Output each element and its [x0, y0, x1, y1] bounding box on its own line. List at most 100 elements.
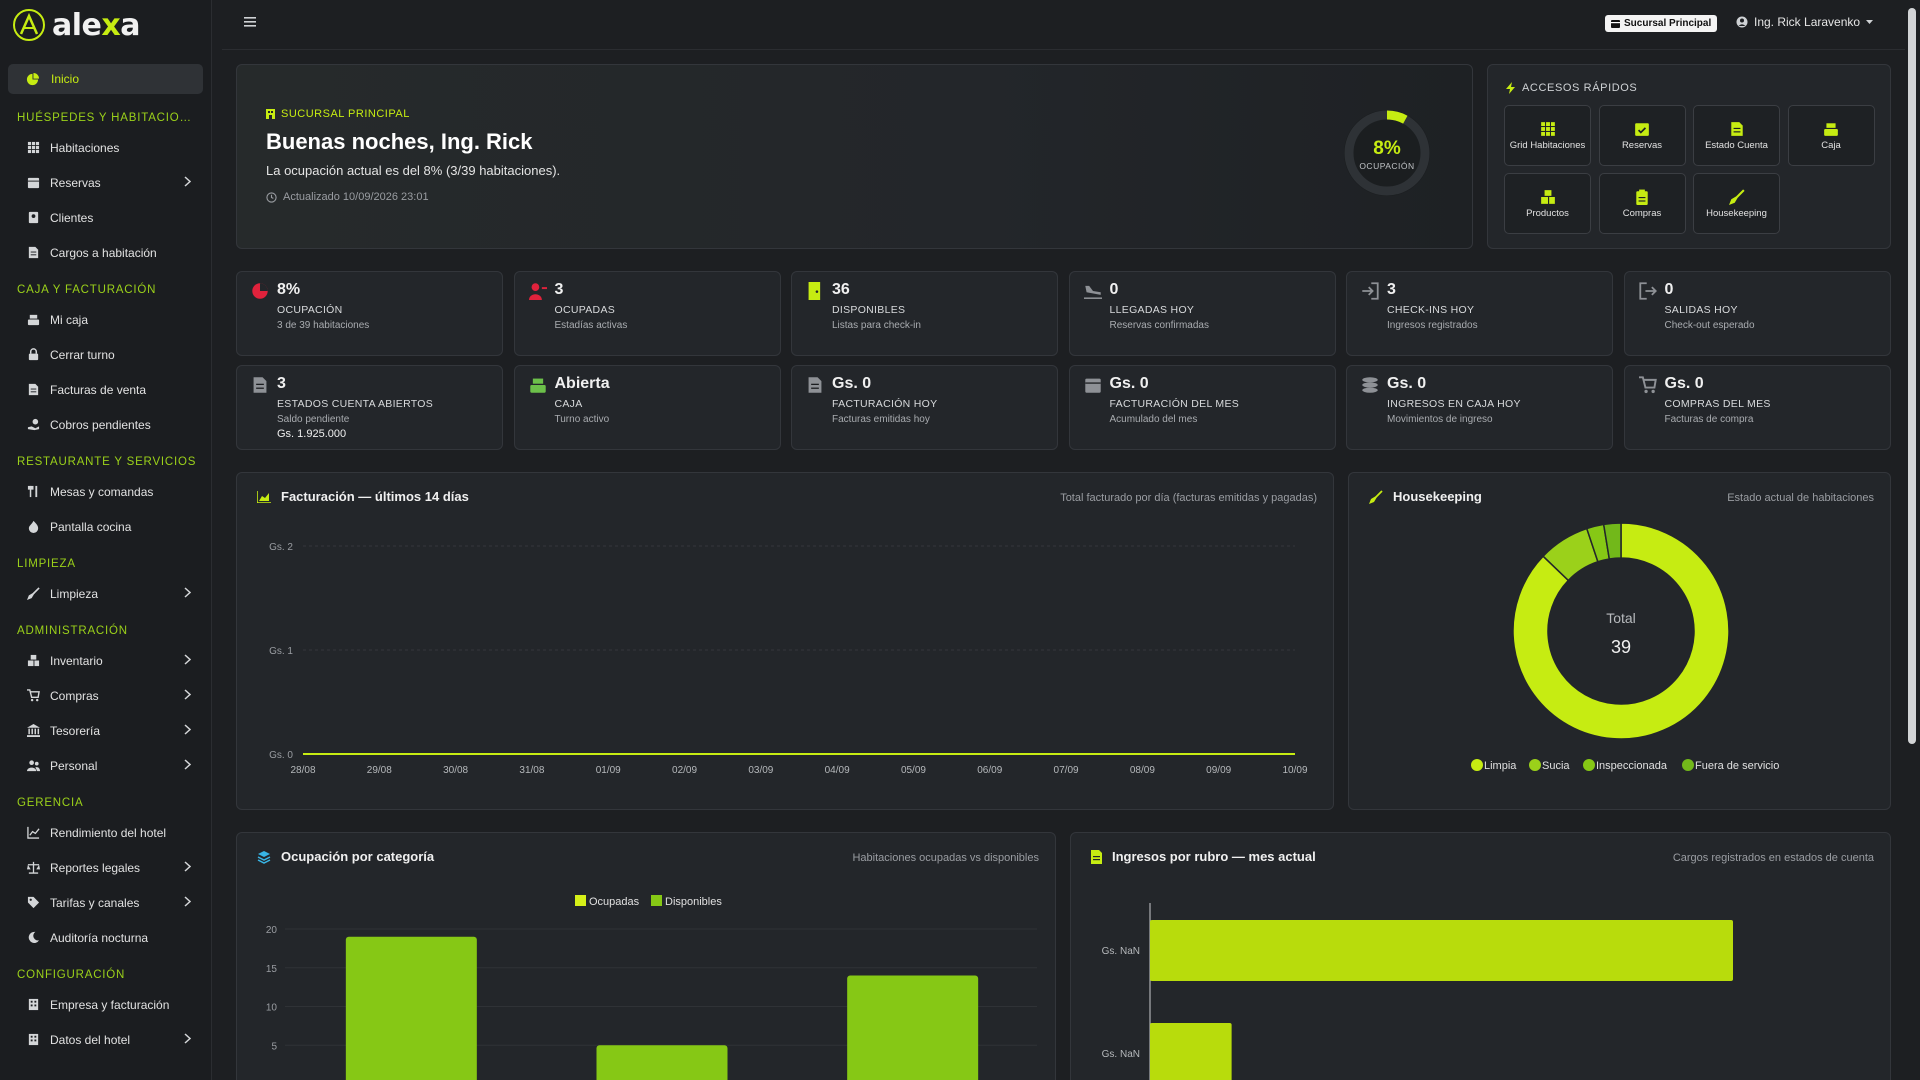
sidebar-item-tarifas-y-canales[interactable]: Tarifas y canales	[0, 885, 211, 920]
donut-slice-fuera-de-servicio[interactable]	[1602, 522, 1622, 560]
sidebar-nav: HUÉSPEDES Y HABITACIONES Habitaciones Rese…	[0, 98, 211, 1057]
sidebar-item-inicio[interactable]: Inicio	[8, 64, 203, 94]
invoice-icon	[806, 376, 826, 396]
file-invoice-icon	[1091, 849, 1102, 864]
plane-landing-icon	[1083, 282, 1104, 302]
occupancy-category-subtitle: Habitaciones ocupadas vs disponibles	[852, 852, 1039, 864]
stat-sub: Check-out esperado	[1664, 320, 1755, 331]
stat-sub: Acumulado del mes	[1109, 414, 1198, 425]
user-menu[interactable]: Ing. Rick Laravenko	[1736, 15, 1874, 29]
quick-grid-habitaciones-button[interactable]: Grid Habitaciones	[1504, 105, 1591, 166]
hero-branch: SUCURSAL PRINCIPAL	[266, 108, 410, 120]
page-scrollbar[interactable]	[1908, 8, 1916, 744]
sidebar-item-personal[interactable]: Personal	[0, 748, 211, 783]
sidebar-scrollbar[interactable]	[211, 52, 212, 1044]
sidebar-item-label: Rendimiento del hotel	[50, 825, 167, 840]
chevron-right-icon	[184, 587, 191, 598]
chevron-right-icon	[184, 1033, 191, 1044]
quick-estado-cuenta-button[interactable]: Estado Cuenta	[1693, 105, 1780, 166]
income-bar[interactable]	[1150, 1023, 1232, 1080]
legend-label[interactable]: Disponibles	[665, 896, 722, 908]
x-tick-label: 02/09	[672, 765, 697, 776]
sidebar-item-inventario[interactable]: Inventario	[0, 643, 211, 678]
legend-label: Sucia	[1542, 760, 1570, 772]
sidebar-section-header: GERENCIA	[17, 797, 84, 809]
sidebar-item-label: Mi caja	[50, 312, 89, 327]
cart-icon	[1638, 376, 1659, 396]
sidebar-item-limpieza[interactable]: Limpieza	[0, 576, 211, 611]
branch-selector[interactable]: Sucursal Principal	[1605, 15, 1718, 32]
housekeeping-title-text: Housekeeping	[1393, 489, 1482, 504]
sidebar-item-reportes-legales[interactable]: Reportes legales	[0, 850, 211, 885]
donut-slice-limpia[interactable]	[1512, 522, 1730, 740]
quick-caja-button[interactable]: Caja	[1787, 105, 1875, 166]
stat-value: 3	[1387, 281, 1396, 298]
hamburger-icon[interactable]	[244, 16, 258, 28]
stat-value: 0	[1664, 281, 1674, 298]
sidebar-item-clientes[interactable]: Clientes	[0, 200, 211, 235]
sidebar-item-compras[interactable]: Compras	[0, 678, 211, 713]
billing-chart-title-text: Facturación — últimos 14 días	[281, 489, 469, 504]
housekeeping-donut-chart: Total 39 Limpia Sucia Inspeccionada Fuera d…	[1471, 522, 1779, 772]
x-tick-label: 30/08	[443, 765, 468, 776]
quick-housekeeping-button[interactable]: Housekeeping	[1693, 173, 1780, 234]
sidebar-section-header: RESTAURANTE Y SERVICIOS	[17, 456, 197, 468]
register-icon	[26, 313, 40, 327]
stat-value: Abierta	[554, 375, 610, 392]
chevron-right-icon	[184, 176, 191, 187]
sidebar-item-mi-caja[interactable]: Mi caja	[0, 302, 211, 337]
quick-reservas-button[interactable]: Reservas	[1598, 105, 1686, 166]
sign-out-icon	[1638, 282, 1659, 302]
sidebar-item-auditoría-nocturna[interactable]: Auditoría nocturna	[0, 920, 211, 955]
bar-disponibles[interactable]	[345, 936, 477, 1080]
chevron-right-icon	[184, 654, 191, 665]
legend-label[interactable]: Ocupadas	[589, 896, 640, 908]
sidebar-item-habitaciones[interactable]: Habitaciones	[0, 130, 211, 165]
sidebar-item-cargos-a-habitación[interactable]: Cargos a habitación	[0, 235, 211, 270]
brand-logo[interactable]: alexa	[0, 0, 211, 50]
area-chart-icon	[257, 490, 271, 503]
bar-disponibles[interactable]	[596, 1045, 728, 1080]
quick-productos-button[interactable]: Productos	[1504, 173, 1591, 234]
x-tick-label: 10/09	[1282, 765, 1307, 776]
income-bar[interactable]	[1150, 920, 1733, 981]
bolt-icon	[1506, 82, 1515, 94]
stat-card-facturación-del-mes: Gs. 0 FACTURACIÓN DEL MES Acumulado del me…	[1068, 365, 1336, 450]
sidebar-item-label: Clientes	[50, 210, 94, 225]
sidebar-item-reservas[interactable]: Reservas	[0, 165, 211, 200]
stat-value: Gs. 0	[832, 375, 872, 392]
stat-key: CAJA	[554, 398, 583, 410]
sidebar-item-empresa-y-facturación[interactable]: Empresa y facturación	[0, 987, 211, 1022]
sidebar-section-header: CONFIGURACIÓN	[17, 969, 126, 981]
sidebar-item-label: Reservas	[50, 175, 101, 190]
bar-disponibles[interactable]	[847, 975, 979, 1080]
sidebar-item-label: Pantalla cocina	[50, 519, 132, 534]
calendar-icon	[1084, 376, 1104, 396]
billing-chart-title: Facturación — últimos 14 días	[257, 489, 469, 504]
sidebar-item-facturas-de-venta[interactable]: Facturas de venta	[0, 372, 211, 407]
y-tick-label: Gs. 1	[269, 646, 293, 657]
sidebar-item-mesas-y-comandas[interactable]: Mesas y comandas	[0, 474, 211, 509]
sidebar-item-tesorería[interactable]: Tesorería	[0, 713, 211, 748]
occupancy-gauge-arc	[1344, 110, 1430, 196]
stat-key: COMPRAS DEL MES	[1664, 398, 1771, 410]
sidebar-item-label: Compras	[50, 688, 99, 703]
sidebar-item-cerrar-turno[interactable]: Cerrar turno	[0, 337, 211, 372]
clock-icon	[266, 191, 277, 203]
stat-sub: Ingresos registrados	[1387, 320, 1478, 331]
sidebar-item-rendimiento-del-hotel[interactable]: Rendimiento del hotel	[0, 815, 211, 850]
user-minus-icon	[528, 282, 549, 302]
legend-label: Limpia	[1484, 760, 1517, 772]
sidebar-item-cobros-pendientes[interactable]: Cobros pendientes	[0, 407, 211, 442]
stat-key: DISPONIBLES	[832, 304, 906, 316]
legend-label: Fuera de servicio	[1695, 760, 1779, 772]
housekeeping-subtitle: Estado actual de habitaciones	[1727, 492, 1874, 504]
quick-button-label: Reservas	[1621, 139, 1663, 151]
broom-icon	[1728, 188, 1745, 205]
sidebar-item-datos-del-hotel[interactable]: Datos del hotel	[0, 1022, 211, 1057]
quick-button-label: Compras	[1622, 207, 1662, 219]
stat-card-disponibles: 36 DISPONIBLES Listas para check-in	[791, 271, 1058, 356]
quick-compras-button[interactable]: Compras	[1598, 173, 1686, 234]
billing-line-chart: Gs. 0 Gs. 1 Gs. 2 28/08 29/08 30/08 31/08 01/09…	[269, 542, 1308, 776]
sidebar-item-pantalla-cocina[interactable]: Pantalla cocina	[0, 509, 211, 544]
